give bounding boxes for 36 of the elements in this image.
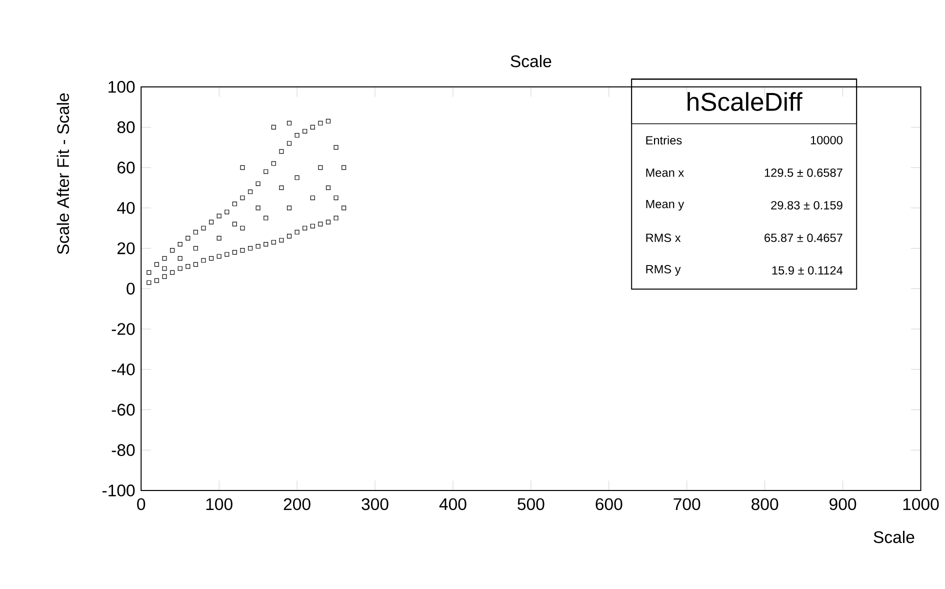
y-axis-title: Scale After Fit - Scale bbox=[56, 93, 70, 254]
y-tick-label: -100 bbox=[102, 484, 135, 496]
x-tick-label: 900 bbox=[830, 498, 856, 510]
x-tick-label: 400 bbox=[439, 498, 466, 510]
y-tick-label: -20 bbox=[112, 323, 135, 335]
y-tick-label: -60 bbox=[112, 404, 135, 416]
y-tick-label: -40 bbox=[112, 363, 135, 376]
y-tick-label: 0 bbox=[126, 282, 135, 295]
annotation: 10000 bbox=[810, 136, 842, 144]
annotation: Entries bbox=[646, 136, 682, 144]
chart-title: Scale bbox=[510, 54, 552, 68]
annotation: RMS y bbox=[646, 264, 681, 276]
annotation: Mean x bbox=[646, 168, 684, 177]
x-tick-label: 300 bbox=[362, 498, 388, 510]
x-tick-label: 800 bbox=[752, 498, 778, 510]
annotation: 15.9 ± 0.1124 bbox=[772, 266, 843, 275]
annotation: 129.5 ± 0.6587 bbox=[764, 168, 842, 177]
x-tick-label: 600 bbox=[596, 498, 622, 510]
annotation: hScaleDiff bbox=[688, 92, 802, 111]
annotation: 65.87 ± 0.4657 bbox=[764, 234, 842, 242]
annotation: Mean y bbox=[646, 200, 684, 210]
y-tick-label: 20 bbox=[118, 242, 135, 254]
y-tick-label: 60 bbox=[118, 162, 135, 174]
x-tick-label: 500 bbox=[518, 498, 544, 510]
y-tick-label: 80 bbox=[117, 121, 135, 134]
x-tick-label: 1000 bbox=[903, 498, 939, 510]
y-tick-label: -80 bbox=[112, 444, 135, 456]
annotation: RMS x bbox=[646, 234, 681, 242]
x-tick-label: 0 bbox=[137, 498, 146, 510]
x-tick-label: 200 bbox=[284, 498, 310, 510]
x-tick-label: 700 bbox=[674, 498, 700, 510]
y-tick-label: 100 bbox=[108, 80, 135, 93]
y-tick-label: 40 bbox=[117, 202, 135, 214]
x-tick-label: 100 bbox=[206, 498, 232, 510]
annotation: 29.83 ± 0.159 bbox=[771, 200, 842, 210]
x-axis-title: Scale bbox=[874, 530, 914, 544]
